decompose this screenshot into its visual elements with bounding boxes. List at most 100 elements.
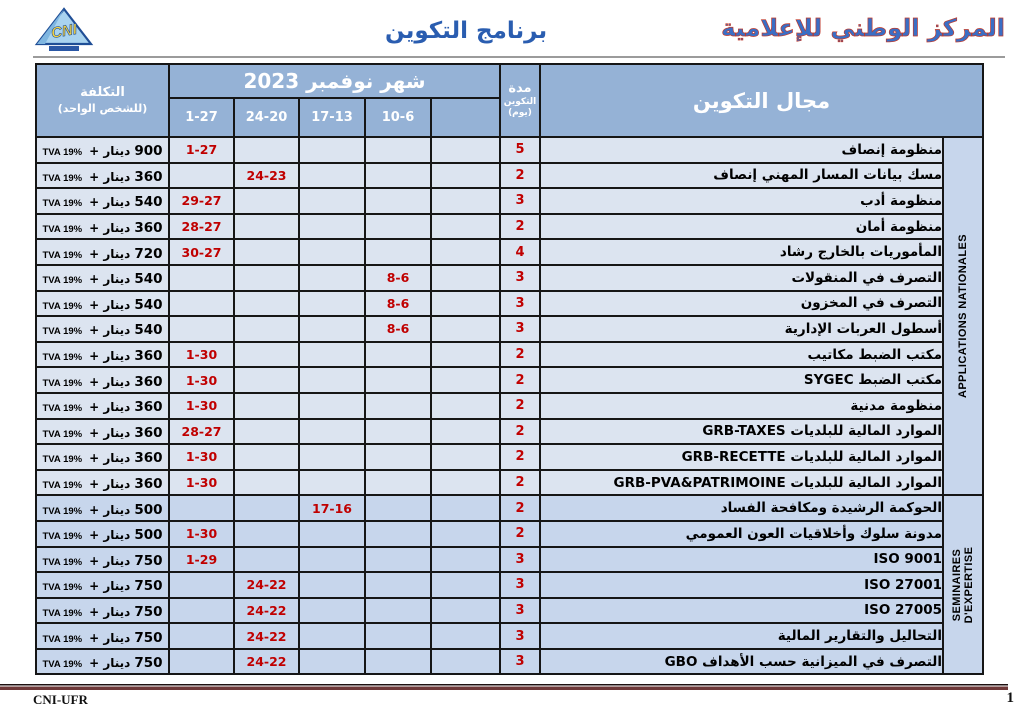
header-row-month: مجال التكوين مدة التكوين (يوم) شهر نوفمبر 20… (35, 63, 984, 138)
date-cell (364, 366, 432, 394)
duration-cell: 2 (499, 161, 541, 190)
table-row: مكتب الضبط SYGEC 2 1-30 360دينار + TVA 19% (35, 366, 983, 394)
week-header (430, 97, 501, 138)
cost-unit: دينار + (89, 656, 131, 671)
page-number: 1 (1006, 690, 1015, 706)
course-name-cell: المأموريات بالخارج رشاد (539, 238, 944, 266)
course-name-cell: الحوكمة الرشيدة ومكافحة الفساد (539, 494, 944, 522)
cost-amount: 500 (134, 501, 163, 518)
cost-cell: 900دينار + TVA 19% (35, 136, 170, 164)
cost-amount: 540 (134, 296, 163, 313)
date-cell (430, 238, 501, 266)
duration-cell: 2 (499, 366, 541, 394)
category-cell: APPLICATIONS NATIONALES (942, 135, 984, 497)
date-cell (430, 545, 501, 574)
week-header: 24-20 (233, 97, 300, 138)
duration-cell: 3 (499, 187, 541, 215)
date-cell (364, 187, 432, 215)
date-cell (430, 468, 501, 497)
cost-unit: دينار + (89, 630, 131, 645)
date-cell (430, 315, 501, 343)
cost-amount: 900 (134, 143, 163, 160)
cost-cell: 360دينار + TVA 19% (35, 417, 170, 446)
cost-unit: دينار + (89, 323, 131, 338)
cost-amount: 360 (134, 348, 163, 365)
cost-header-line1: التكلفة (80, 84, 125, 100)
cost-tva: TVA 19% (42, 147, 83, 159)
cost-tva: TVA 19% (42, 224, 83, 236)
date-cell (364, 340, 432, 369)
date-cell (298, 136, 366, 164)
table-row: ISO 27005 3 24-22 750دينار + TVA 19% (35, 596, 983, 625)
date-cell (364, 545, 432, 574)
date-cell: 8-6 (364, 263, 432, 292)
date-cell (364, 391, 432, 420)
duration-cell: 3 (499, 622, 541, 650)
cost-cell: 360دينار + TVA 19% (35, 391, 170, 420)
duration-header: مدة التكوين (يوم) (499, 63, 541, 138)
course-name-cell: مكتب الضبط مكاتيب (539, 340, 944, 369)
date-cell (168, 315, 235, 343)
date-cell (298, 571, 366, 599)
cost-tva: TVA 19% (42, 480, 83, 492)
cost-amount: 750 (134, 629, 163, 646)
cost-amount: 360 (134, 424, 163, 441)
cost-amount: 540 (134, 322, 163, 339)
cost-amount: 360 (134, 168, 163, 185)
week-header: 1-27 (168, 97, 235, 138)
cost-amount: 360 (134, 220, 163, 237)
cost-tva: TVA 19% (42, 556, 83, 568)
cost-cell: 360دينار + TVA 19% (35, 340, 170, 369)
table-row: مدونة سلوك وأخلاقيات العون العمومي 2 1-30 5… (35, 519, 983, 548)
field-header: مجال التكوين (539, 63, 984, 138)
table-row: SEMINAIRES D'EXPERTISE الحوكمة الرشيدة وم… (35, 494, 984, 676)
date-cell: 1-30 (168, 340, 235, 369)
course-name-cell: التصرف في المنقولات (539, 263, 944, 292)
cost-cell: 540دينار + TVA 19% (35, 263, 170, 292)
date-cell (233, 494, 300, 522)
table-row: المأموريات بالخارج رشاد 4 30-27 720دينار + T… (35, 238, 983, 266)
date-cell (364, 161, 432, 190)
duration-cell: 2 (499, 519, 541, 548)
cost-unit: دينار + (89, 272, 131, 287)
course-name-cell: منظومة مدنية (539, 391, 944, 420)
duration-header-line1: مدة (508, 80, 532, 96)
date-cell (298, 289, 366, 318)
date-cell (233, 443, 300, 471)
cost-amount: 750 (134, 603, 163, 620)
date-cell (233, 136, 300, 164)
footer-divider (0, 684, 1008, 690)
table-row: أسطول العربات الإدارية 3 8-6 540دينار + TVA … (35, 315, 983, 343)
cost-unit: دينار + (89, 144, 131, 159)
cost-tva: TVA 19% (42, 377, 83, 389)
date-cell: 1-30 (168, 391, 235, 420)
table-head: مجال التكوين مدة التكوين (يوم) شهر نوفمبر 20… (35, 63, 984, 138)
date-cell (298, 443, 366, 471)
date-cell (298, 366, 366, 394)
cost-unit: دينار + (89, 246, 131, 261)
cost-amount: 360 (134, 450, 163, 467)
cost-tva: TVA 19% (42, 275, 83, 287)
course-name-cell: التصرف في المخزون (539, 289, 944, 318)
date-cell (364, 417, 432, 446)
course-name-cell: مكتب الضبط SYGEC (539, 366, 944, 394)
date-cell (298, 161, 366, 190)
date-cell (298, 263, 366, 292)
date-cell (168, 263, 235, 292)
date-cell: 28-27 (168, 212, 235, 241)
cost-tva: TVA 19% (42, 633, 83, 645)
duration-cell: 4 (499, 238, 541, 266)
table-row: ISO 9001 3 1-29 750دينار + TVA 19% (35, 545, 983, 574)
cost-unit: دينار + (89, 297, 131, 312)
date-cell (298, 647, 366, 676)
date-cell: 24-22 (233, 622, 300, 650)
date-cell (233, 519, 300, 548)
cost-cell: 540دينار + TVA 19% (35, 289, 170, 318)
cost-cell: 750دينار + TVA 19% (35, 571, 170, 599)
footer-label: CNI-UFR (33, 692, 88, 707)
date-cell: 24-22 (233, 647, 300, 676)
table-row: منظومة مدنية 2 1-30 360دينار + TVA 19% (35, 391, 983, 420)
cost-tva: TVA 19% (42, 352, 83, 364)
date-cell (364, 571, 432, 599)
category-label: SEMINAIRES D'EXPERTISE (950, 546, 975, 624)
